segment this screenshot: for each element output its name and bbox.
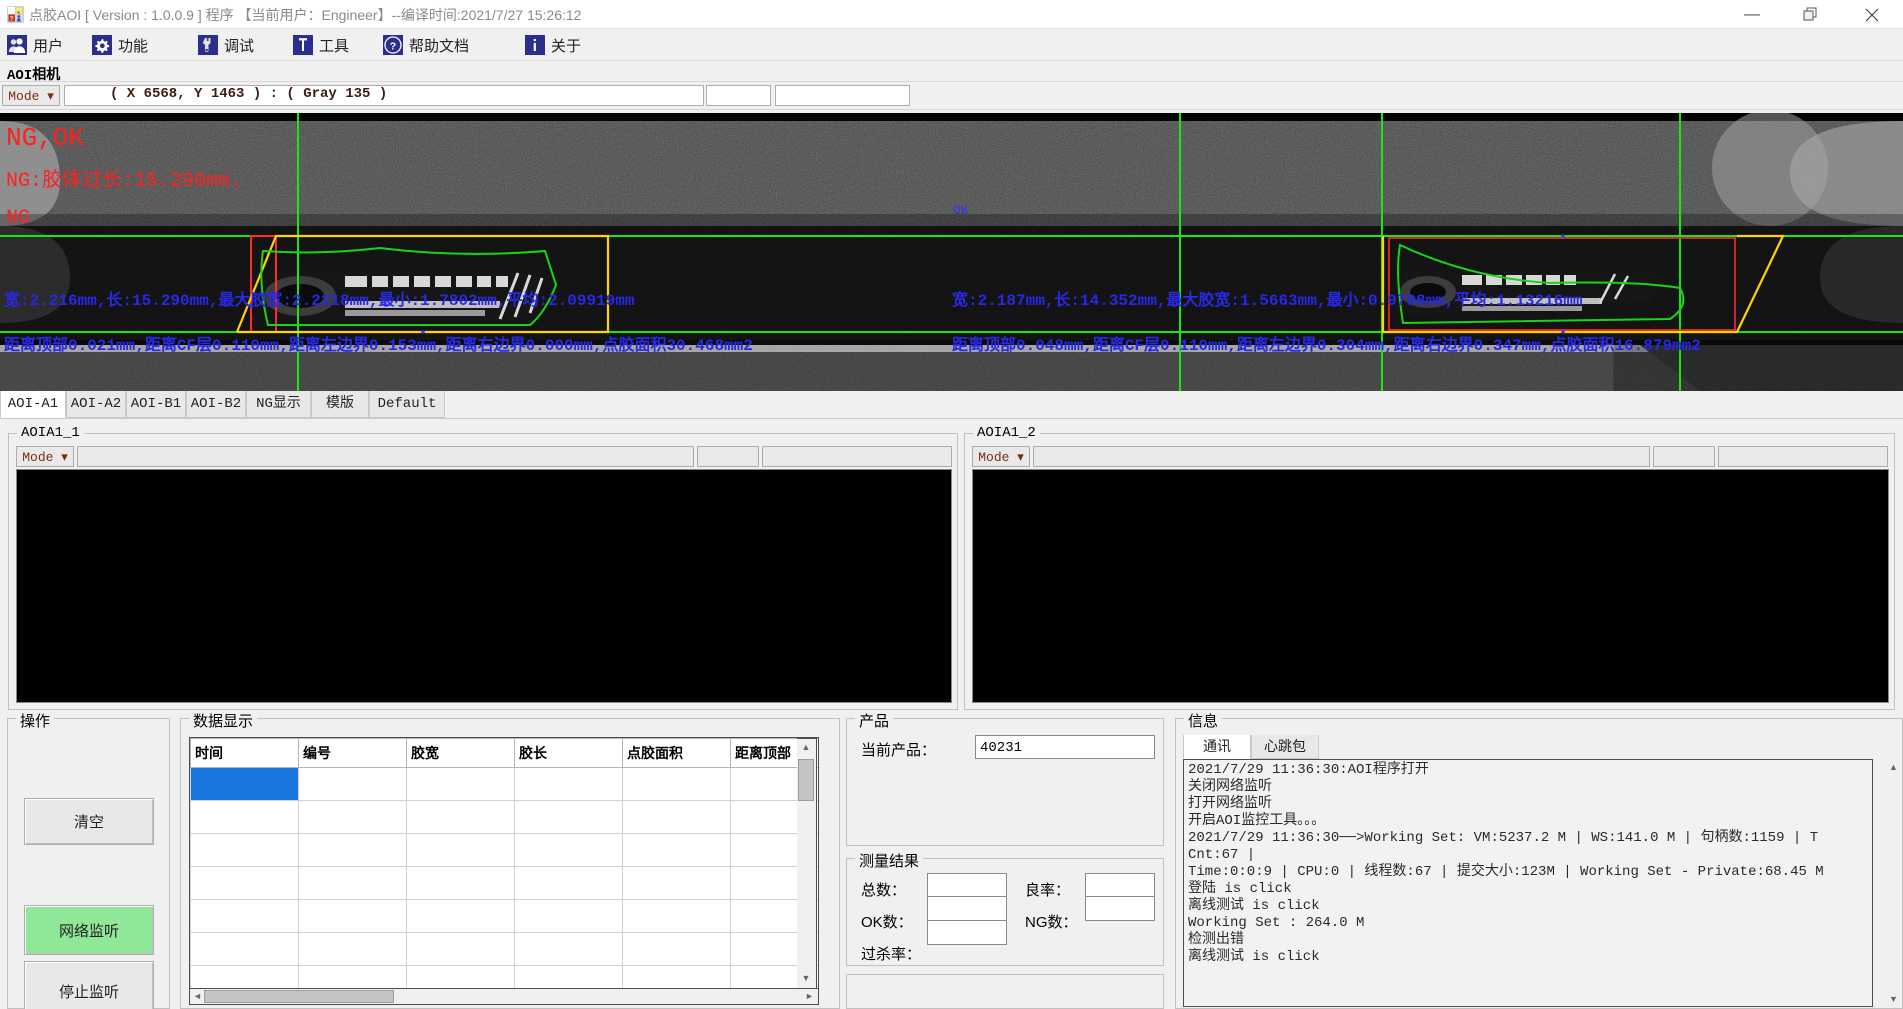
svg-text:距离顶部0.021mm,距离CF层0.110mm,距离左边界: 距离顶部0.021mm,距离CF层0.110mm,距离左边界0.153mm,距离… (4, 335, 753, 355)
svg-text:距离顶部0.048mm,距离CF层0.110mm,距离左边界: 距离顶部0.048mm,距离CF层0.110mm,距离左边界0.304mm,距离… (952, 335, 1701, 355)
svg-text:宽:2.216mm,长:15.290mm,最大胶宽:2.22: 宽:2.216mm,长:15.290mm,最大胶宽:2.2218mm,最小:1.… (4, 290, 635, 310)
svg-text:NG,OK: NG,OK (6, 123, 84, 153)
svg-text:宽:2.187mm,长:14.352mm,最大胶宽:1.56: 宽:2.187mm,长:14.352mm,最大胶宽:1.5663mm,最小:0.… (952, 290, 1583, 310)
svg-text:?: ? (390, 40, 396, 52)
svg-text:?: ? (10, 15, 14, 22)
svg-text:NG: NG (6, 207, 30, 230)
svg-text:OK: OK (953, 203, 969, 218)
svg-text:NG:胶体过长:15.290mm.: NG:胶体过长:15.290mm. (6, 168, 242, 193)
